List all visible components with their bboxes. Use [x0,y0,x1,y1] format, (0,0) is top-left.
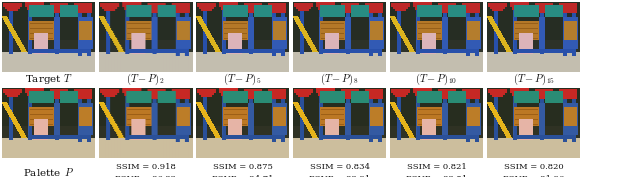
Text: PSNR = 26.22: PSNR = 26.22 [115,175,176,177]
Text: SSIM = 0.875: SSIM = 0.875 [212,163,273,171]
Text: PSNR = 22.91: PSNR = 22.91 [309,175,370,177]
Text: PSNR = 21.96: PSNR = 21.96 [503,175,564,177]
Text: SSIM = 0.821: SSIM = 0.821 [406,163,467,171]
Text: Target $T$: Target $T$ [25,73,72,87]
Text: SSIM = 0.918: SSIM = 0.918 [116,163,175,171]
Text: $(T-P)_{15}$: $(T-P)_{15}$ [513,72,554,87]
Text: $(T-P)_8$: $(T-P)_8$ [321,72,358,87]
Text: PSNR = 22.51: PSNR = 22.51 [406,175,467,177]
Text: SSIM = 0.820: SSIM = 0.820 [504,163,563,171]
Text: Palette $\,P$: Palette $\,P$ [22,165,74,177]
Text: PSNR = 24.71: PSNR = 24.71 [212,175,273,177]
Text: $(T-P)_2$: $(T-P)_2$ [126,72,164,87]
Text: $(T-P)_5$: $(T-P)_5$ [223,72,262,87]
Text: SSIM = 0.834: SSIM = 0.834 [310,163,369,171]
Text: $(T-P)_{10}$: $(T-P)_{10}$ [415,72,458,87]
